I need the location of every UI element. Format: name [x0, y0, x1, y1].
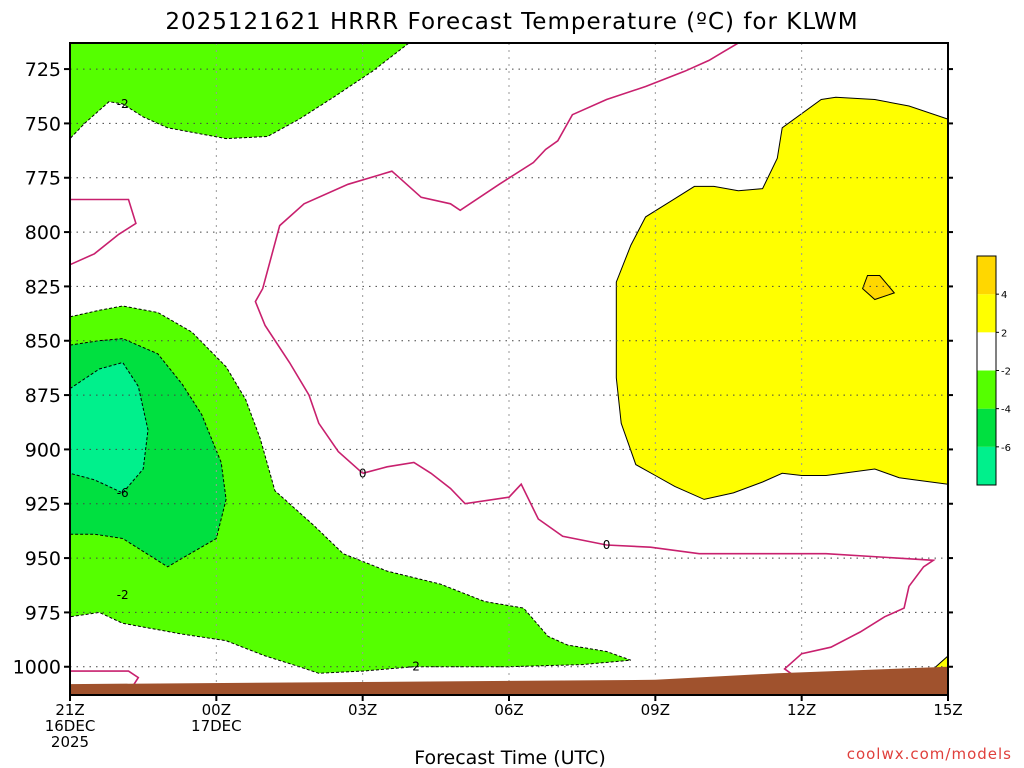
colorbar: -6 -4 -2 2 4: [976, 255, 1011, 486]
contour-label: -6: [117, 486, 129, 500]
y-tick-label: 875: [25, 385, 61, 407]
y-tick-label: 900: [25, 439, 61, 461]
x-tick-label: 06Z: [494, 701, 523, 719]
y-tick-label: 750: [25, 113, 61, 135]
x-tick-label: 15Z: [933, 701, 962, 719]
x-tick-label: 16DEC: [45, 717, 96, 735]
contour-label: -2: [117, 97, 129, 111]
contour-label: -2: [408, 660, 420, 674]
colorbar-swatch: [977, 294, 996, 333]
colorbar-tick-label: 4: [1001, 290, 1007, 301]
x-tick-label: 00Z: [202, 701, 231, 719]
colorbar-swatch: [977, 370, 996, 409]
y-tick-label: 1000: [13, 657, 61, 679]
contour-label: -2: [117, 588, 129, 602]
x-tick-label: 12Z: [787, 701, 816, 719]
y-tick-label: 850: [25, 331, 61, 353]
colorbar-tick-label: 2: [1001, 328, 1007, 339]
y-tick-label: 800: [25, 222, 61, 244]
y-tick-label: 975: [25, 602, 61, 624]
colorbar-swatch: [977, 446, 996, 485]
zero-isotherm-line: [362, 461, 936, 695]
zero-isotherm-line: [254, 43, 739, 474]
x-tick-label: 09Z: [641, 701, 670, 719]
colorbar-tick-label: -2: [1001, 367, 1011, 378]
x-tick-label: 2025: [51, 733, 89, 751]
x-tick-label: 21Z: [55, 701, 84, 719]
colorbar-swatch: [977, 332, 996, 371]
y-tick-label: 775: [25, 168, 61, 190]
chart-title: 2025121621 HRRR Forecast Temperature (ºC…: [165, 9, 858, 35]
cold-region-lower: [70, 305, 632, 674]
site-credit[interactable]: coolwx.com/models: [847, 745, 1012, 763]
plot-area: -2 -6 -2 0 0 -2: [70, 43, 948, 695]
contour-label: 0: [603, 538, 611, 552]
y-tick-label: 725: [25, 59, 61, 81]
colorbar-swatch: [977, 256, 996, 295]
y-tick-label: 950: [25, 548, 61, 570]
colorbar-swatch: [977, 408, 996, 447]
colorbar-tick-label: -4: [1001, 405, 1011, 416]
zero-isotherm-line: [70, 198, 137, 266]
plot-content: -2 -6 -2 0 0 -2: [70, 43, 948, 695]
y-tick-label: 925: [25, 494, 61, 516]
terrain-ground: [70, 666, 948, 695]
x-axis-label: Forecast Time (UTC): [414, 747, 605, 768]
cold-region-upper: [70, 43, 410, 140]
x-tick-label: 03Z: [348, 701, 377, 719]
warm-region-main: [615, 96, 948, 500]
y-tick-label: 825: [25, 276, 61, 298]
colorbar-tick-label: -6: [1001, 443, 1011, 454]
warm-patch-small: [862, 275, 896, 301]
axes: 725 750 775 800 825 850 875 900 925 950 975 1000 21Z…: [13, 42, 963, 751]
contour-label: 0: [359, 466, 367, 480]
x-tick-label: 17DEC: [191, 717, 242, 735]
